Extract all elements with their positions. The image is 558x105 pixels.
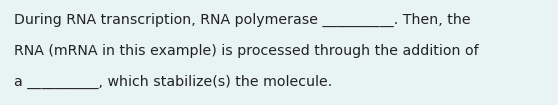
Text: RNA (mRNA in this example) is processed through the addition of: RNA (mRNA in this example) is processed … [14, 44, 479, 58]
Text: a __________, which stabilize(s) the molecule.: a __________, which stabilize(s) the mol… [14, 75, 332, 89]
Text: During RNA transcription, RNA polymerase __________. Then, the: During RNA transcription, RNA polymerase… [14, 13, 470, 27]
